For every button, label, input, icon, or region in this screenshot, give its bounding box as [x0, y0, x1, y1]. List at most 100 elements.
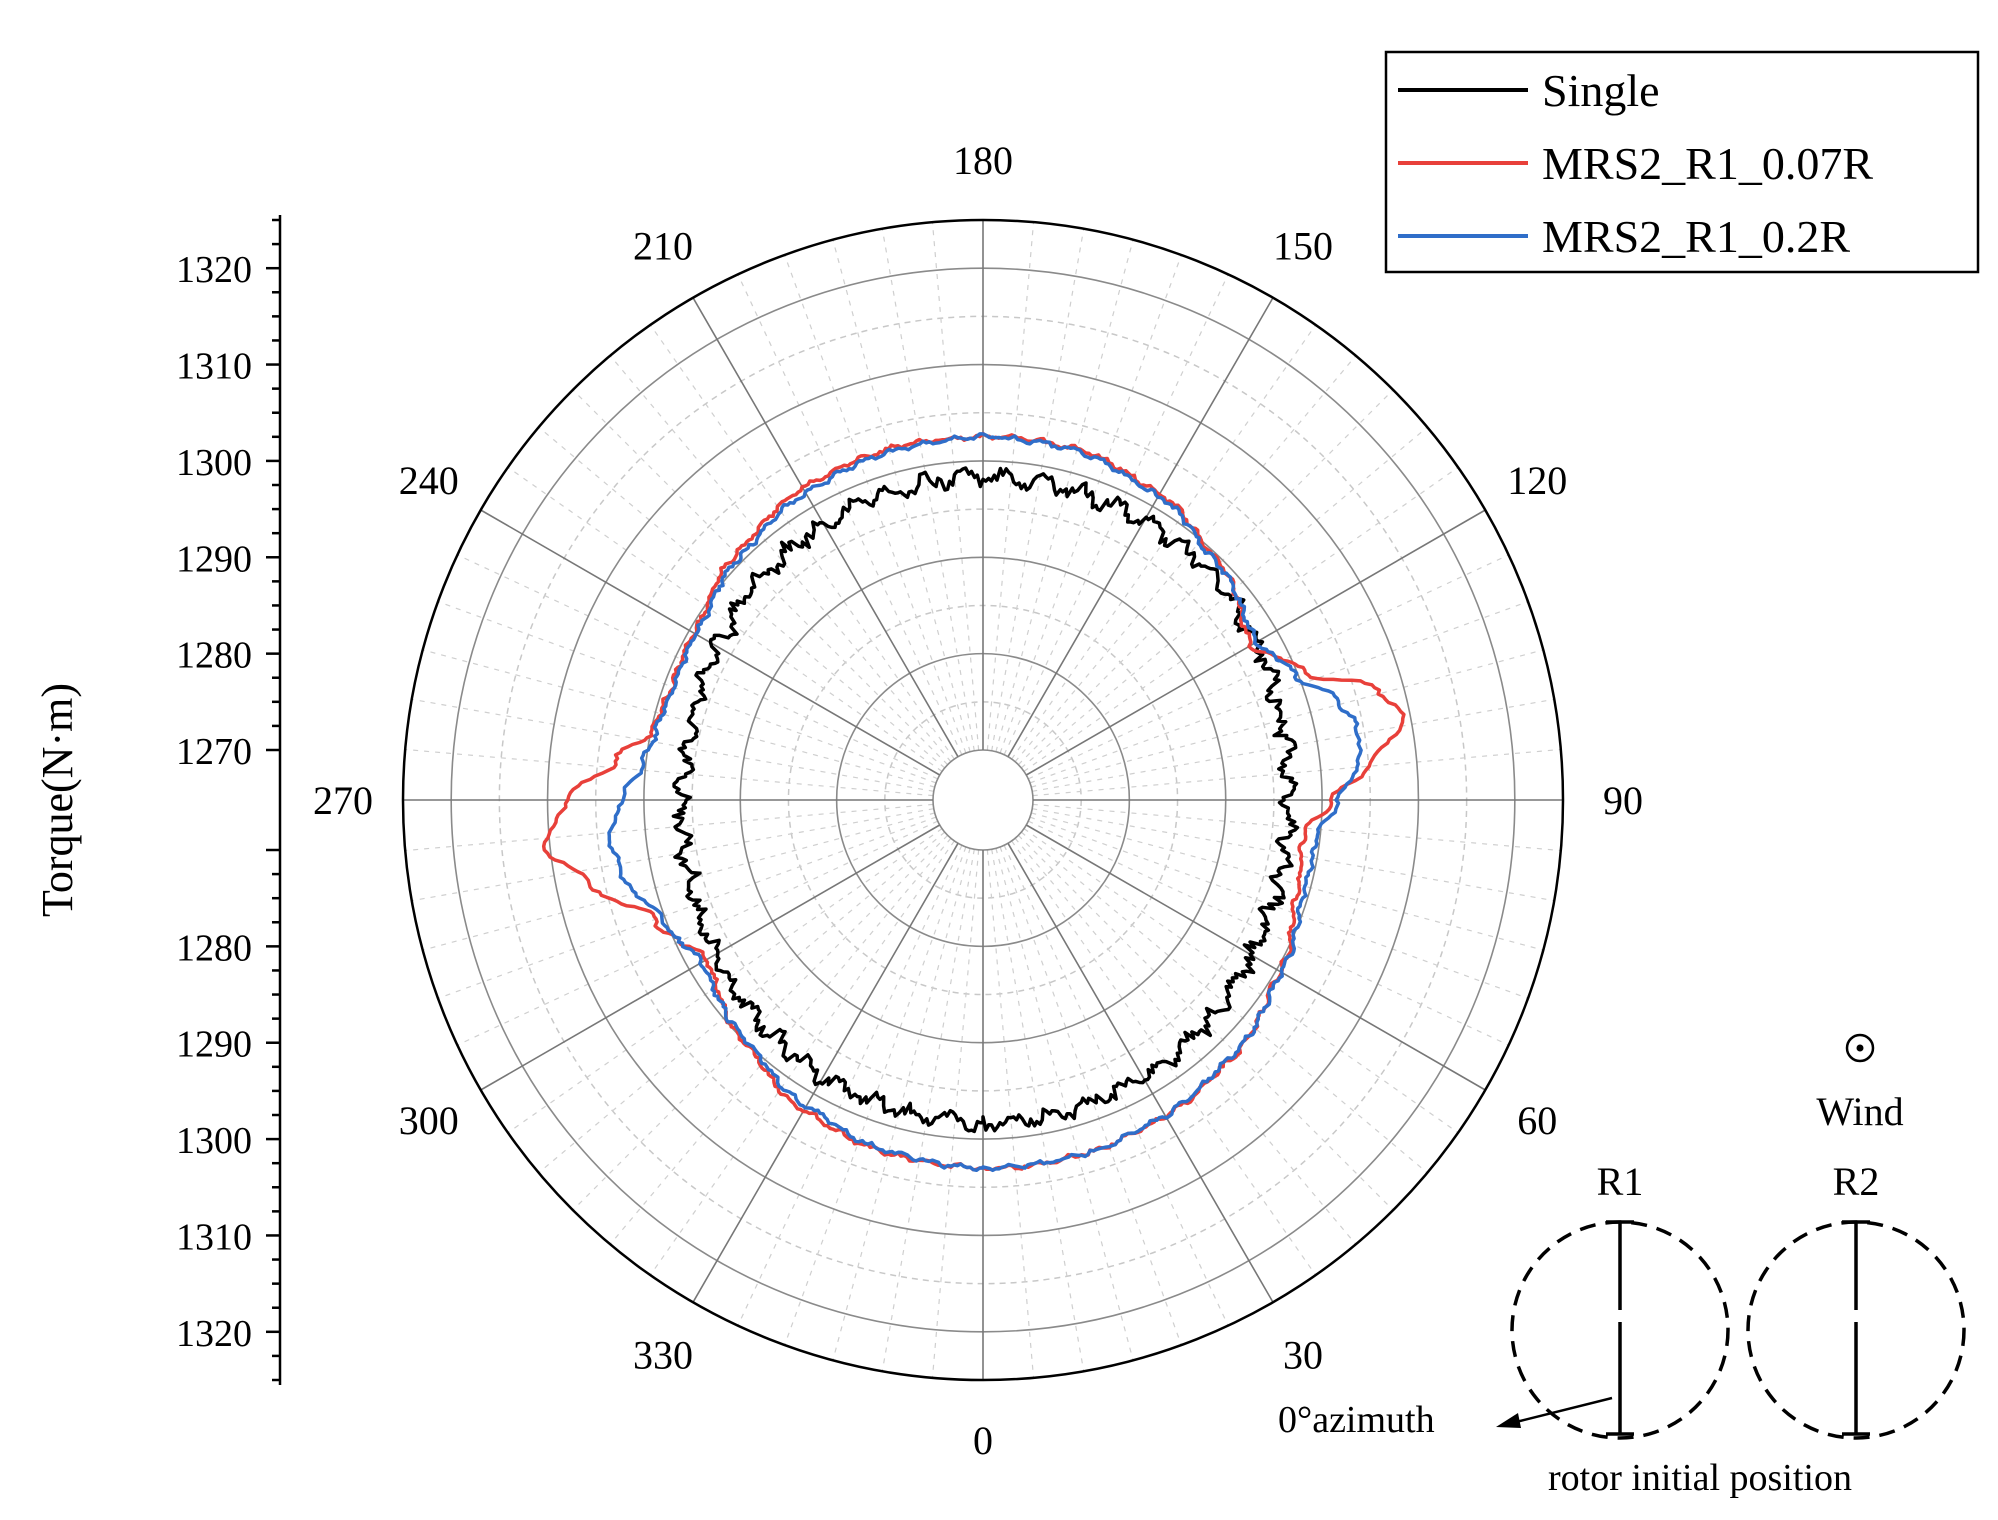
grid-minor-spoke [881, 228, 975, 751]
wind-label: Wind [1816, 1089, 1903, 1134]
angle-tick-label: 210 [633, 224, 693, 269]
radial-axis-tick-label: 1300 [176, 1120, 252, 1162]
data-series [541, 431, 1406, 1173]
angle-tick-labels: 0 30 60 90 120 150 180 210 240 270 300 330 [313, 138, 1643, 1463]
grid-minor-spoke [995, 239, 1134, 752]
radial-axis-tick-label: 1280 [176, 635, 252, 677]
grid-minor-spoke [507, 466, 943, 772]
wind-direction-icon [1845, 1033, 1875, 1063]
grid-minor-spoke [1032, 748, 1561, 797]
grid-minor-spoke [457, 554, 938, 780]
grid-major-spoke [692, 842, 959, 1303]
legend: Single MRS2_R1_0.07R MRS2_R1_0.2R [1384, 50, 1980, 274]
wind-direction-dot-icon [1856, 1044, 1864, 1052]
series-line-mrs2-r1-0-2r [607, 432, 1363, 1173]
grid-minor-spoke [405, 748, 934, 797]
radial-axis-tick-label: 1320 [176, 1313, 252, 1355]
angle-tick-label: 0 [973, 1418, 993, 1463]
grid-minor-spoke [422, 649, 935, 788]
azimuth-label: 0°azimuth [1278, 1399, 1435, 1441]
angle-tick-label: 330 [633, 1332, 693, 1377]
grid-minor-spoke [1032, 808, 1555, 902]
legend-label-mrs2-007r: MRS2_R1_0.07R [1542, 138, 1873, 189]
grid-minor-spoke [411, 698, 934, 792]
radial-axis-ticks [266, 218, 280, 1382]
grid-minor-spoke [1032, 698, 1555, 792]
polar-outer-circle [401, 218, 1565, 1382]
angle-tick-label: 90 [1603, 778, 1643, 823]
grid-minor-spoke [737, 845, 963, 1326]
radial-axis-tick-label: 1310 [176, 346, 252, 388]
grid-minor-spoke [832, 239, 971, 752]
grid-minor-spoke [999, 254, 1182, 754]
grid-major-spoke [480, 824, 941, 1091]
rotor-schematic-inset: Wind R1 R2 0°azimuth rotor initial posit… [1278, 1033, 1966, 1499]
polar-grid [403, 220, 1563, 1380]
angle-tick-label: 120 [1507, 458, 1567, 503]
angle-tick-label: 30 [1283, 1332, 1323, 1377]
grid-minor-spoke [1028, 554, 1509, 780]
grid-minor-spoke [986, 849, 1035, 1378]
grid-minor-spoke [784, 254, 967, 754]
angle-tick-label: 180 [953, 138, 1013, 183]
grid-minor-spoke [832, 848, 971, 1361]
grid-minor-spoke [1031, 812, 1544, 951]
rotor2-label: R2 [1833, 1159, 1880, 1204]
grid-minor-spoke [1029, 816, 1529, 999]
grid-minor-spoke [609, 355, 952, 763]
radial-axis-tick-label: 1310 [176, 1216, 252, 1258]
grid-minor-spoke [1028, 820, 1509, 1046]
grid-minor-spoke [1029, 601, 1529, 784]
radial-axis-tick-label: 1300 [176, 442, 252, 484]
grid-minor-spoke [931, 222, 980, 751]
radial-axis-tick-label: 1270 [176, 731, 252, 773]
grid-major-spoke [1007, 297, 1274, 758]
grid-minor-spoke [1023, 828, 1459, 1134]
azimuth-arrow [1496, 1396, 1613, 1428]
initial-position-label: rotor initial position [1548, 1457, 1852, 1499]
grid-major-spoke [692, 297, 959, 758]
radial-axis-tick-label: 1320 [176, 249, 252, 291]
grid-major-spoke [1007, 842, 1274, 1303]
grid-minor-spoke [422, 812, 935, 951]
grid-minor-spoke [1011, 840, 1317, 1276]
rotor2-blade [1842, 1220, 1870, 1436]
grid-minor-spoke [991, 228, 1085, 751]
angle-tick-label: 150 [1273, 224, 1333, 269]
grid-minor-spoke [1020, 426, 1428, 769]
radial-axis: 1320 1310 1300 1290 1280 1270 1280 1290 1300 1310… [33, 215, 282, 1385]
radial-axis-tick-label: 1290 [176, 1024, 252, 1066]
grid-minor-spoke [881, 849, 975, 1372]
grid-minor-spoke [991, 849, 1085, 1372]
grid-minor-spoke [737, 274, 963, 755]
grid-major-spoke [1025, 824, 1486, 1091]
rotor1-blade [1606, 1220, 1634, 1436]
radial-axis-tick-label: 1290 [176, 538, 252, 580]
grid-minor-spoke [405, 803, 934, 852]
grid-minor-spoke [457, 820, 938, 1046]
grid-minor-spoke [572, 834, 949, 1211]
series-line-single [671, 466, 1300, 1134]
angle-tick-label: 270 [313, 778, 373, 823]
polar-center-hole [941, 758, 1025, 842]
grid-minor-spoke [999, 846, 1182, 1346]
grid-minor-spoke [437, 816, 937, 999]
grid-minor-spoke [1014, 355, 1357, 763]
grid-minor-spoke [437, 601, 937, 784]
grid-minor-spoke [411, 808, 934, 902]
angle-tick-label: 60 [1517, 1098, 1557, 1143]
grid-minor-spoke [986, 222, 1035, 751]
grid-minor-spoke [1003, 274, 1229, 755]
radial-axis-title: Torque(N·m) [33, 683, 82, 917]
grid-minor-spoke [538, 426, 946, 769]
grid-minor-spoke [507, 828, 943, 1134]
legend-label-single: Single [1542, 65, 1660, 116]
radial-axis-tick-label: 1280 [176, 927, 252, 969]
angle-tick-label: 240 [399, 458, 459, 503]
grid-minor-spoke [1017, 389, 1394, 766]
grid-minor-spoke [1020, 831, 1428, 1174]
angle-tick-label: 300 [399, 1098, 459, 1143]
grid-minor-spoke [1031, 649, 1544, 788]
grid-minor-spoke [995, 848, 1134, 1361]
